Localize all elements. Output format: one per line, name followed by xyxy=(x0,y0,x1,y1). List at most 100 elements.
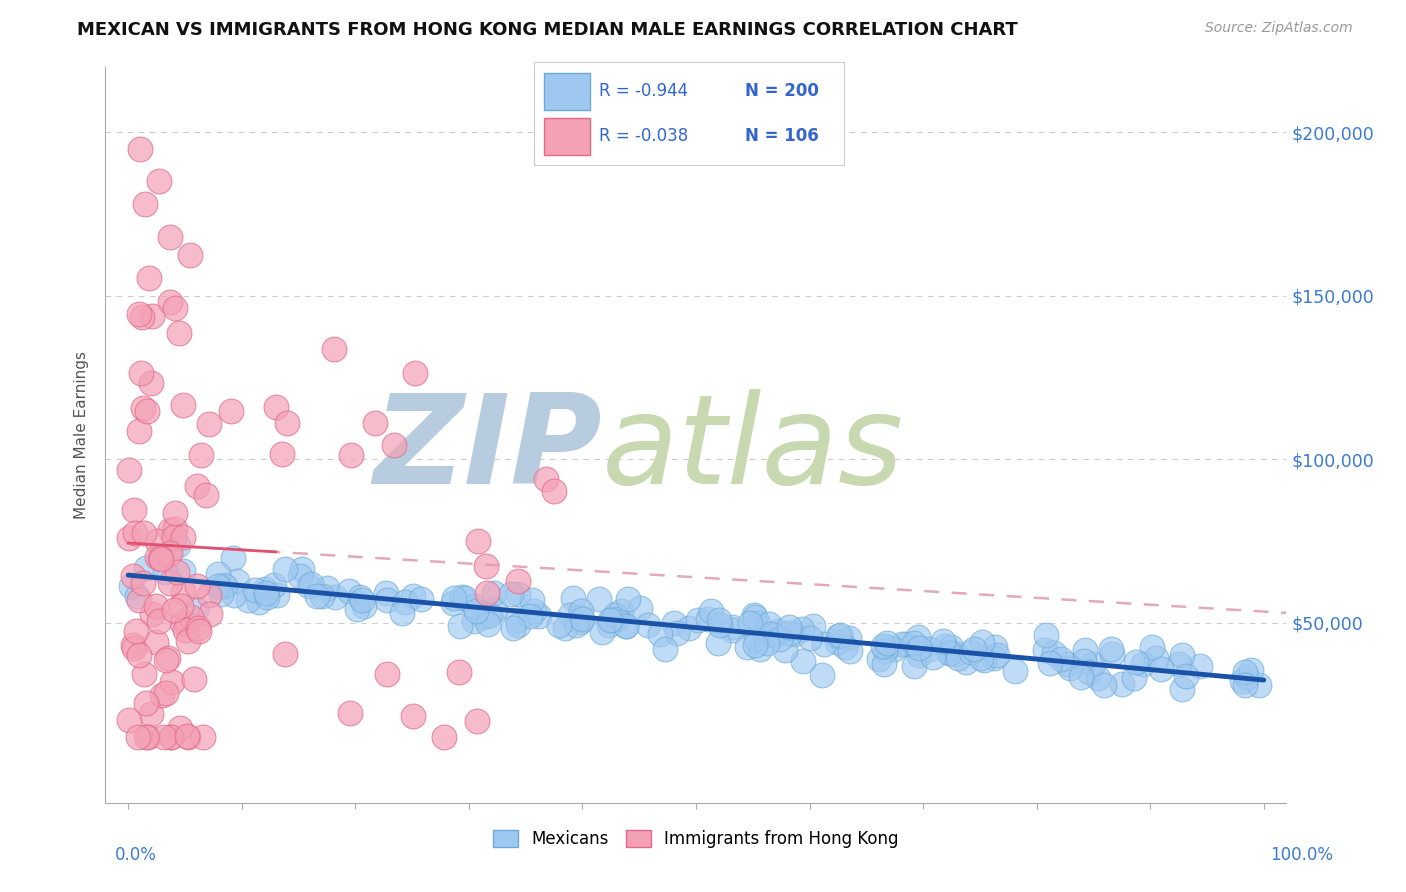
Point xyxy=(149,550,172,565)
Point xyxy=(792,654,814,668)
Point xyxy=(801,619,824,633)
Point xyxy=(222,551,245,566)
Text: ZIP: ZIP xyxy=(373,389,602,510)
Point xyxy=(938,646,960,660)
Point xyxy=(124,526,146,541)
Point xyxy=(1236,670,1258,684)
Point xyxy=(571,612,593,626)
Point xyxy=(291,561,314,575)
Point xyxy=(467,533,489,548)
Point xyxy=(167,326,190,340)
Point xyxy=(569,610,592,624)
Point xyxy=(197,417,219,431)
Point xyxy=(763,628,786,642)
Point xyxy=(508,574,530,588)
Point xyxy=(1132,657,1154,672)
Point xyxy=(271,447,294,461)
Point xyxy=(696,612,718,626)
Point xyxy=(983,650,1005,665)
Point xyxy=(934,639,956,653)
Point xyxy=(224,588,246,602)
Point xyxy=(591,624,613,639)
Point xyxy=(686,613,709,627)
Point xyxy=(482,586,505,600)
Point xyxy=(172,398,194,412)
Point xyxy=(700,604,723,618)
Point xyxy=(477,607,499,622)
Point xyxy=(374,586,396,600)
Point xyxy=(166,566,188,580)
Point xyxy=(165,301,187,316)
Point xyxy=(945,647,967,661)
Point xyxy=(782,627,804,641)
Point xyxy=(134,197,156,211)
Point xyxy=(122,638,145,652)
Point xyxy=(169,722,191,736)
Point xyxy=(1167,657,1189,671)
Text: 0.0%: 0.0% xyxy=(115,846,157,863)
Point xyxy=(665,626,688,640)
Point xyxy=(305,589,328,603)
Point xyxy=(984,640,1007,654)
Point xyxy=(872,639,894,653)
Point xyxy=(903,636,925,650)
Point xyxy=(377,667,399,681)
Point xyxy=(749,641,772,656)
Point xyxy=(128,424,150,438)
Point xyxy=(391,606,413,620)
Point xyxy=(454,591,477,605)
Point xyxy=(127,731,149,745)
Point xyxy=(963,642,986,657)
Point xyxy=(155,652,177,666)
Point xyxy=(433,731,456,745)
Point xyxy=(745,632,768,647)
Point xyxy=(1230,673,1253,688)
Point xyxy=(214,579,236,593)
Point xyxy=(176,616,198,631)
Point xyxy=(740,616,762,631)
Point xyxy=(603,607,626,622)
Point xyxy=(159,295,181,310)
Point xyxy=(628,600,651,615)
Point xyxy=(382,438,405,452)
Point xyxy=(471,610,494,624)
Point xyxy=(522,592,544,607)
Point xyxy=(744,638,766,652)
Point xyxy=(519,609,541,624)
Point xyxy=(364,417,387,431)
Point xyxy=(554,621,576,635)
Point xyxy=(547,617,569,632)
Legend: Mexicans, Immigrants from Hong Kong: Mexicans, Immigrants from Hong Kong xyxy=(486,823,905,855)
Point xyxy=(172,615,194,630)
Point xyxy=(172,530,194,544)
Point xyxy=(243,582,266,597)
Point xyxy=(449,619,471,633)
Point xyxy=(614,618,637,632)
Point xyxy=(1042,646,1064,660)
Point xyxy=(1039,657,1062,671)
Point xyxy=(1144,650,1167,665)
Point xyxy=(274,562,297,576)
Point xyxy=(150,688,173,702)
Point xyxy=(190,448,212,462)
Point xyxy=(1125,655,1147,669)
Point xyxy=(598,618,620,632)
Point xyxy=(150,549,173,564)
Point xyxy=(316,581,339,595)
Point xyxy=(868,652,890,666)
Point xyxy=(707,613,730,627)
Point xyxy=(1170,681,1192,696)
Point xyxy=(534,473,557,487)
Point xyxy=(118,531,141,545)
Point xyxy=(323,342,346,356)
Text: MEXICAN VS IMMIGRANTS FROM HONG KONG MEDIAN MALE EARNINGS CORRELATION CHART: MEXICAN VS IMMIGRANTS FROM HONG KONG MED… xyxy=(77,21,1018,39)
Point xyxy=(132,667,155,681)
Point xyxy=(138,271,160,285)
Point xyxy=(908,648,931,663)
Point xyxy=(602,613,624,627)
Point xyxy=(135,731,157,745)
Point xyxy=(166,537,188,551)
Point xyxy=(160,674,183,689)
Point xyxy=(122,641,145,656)
Point xyxy=(153,566,176,580)
